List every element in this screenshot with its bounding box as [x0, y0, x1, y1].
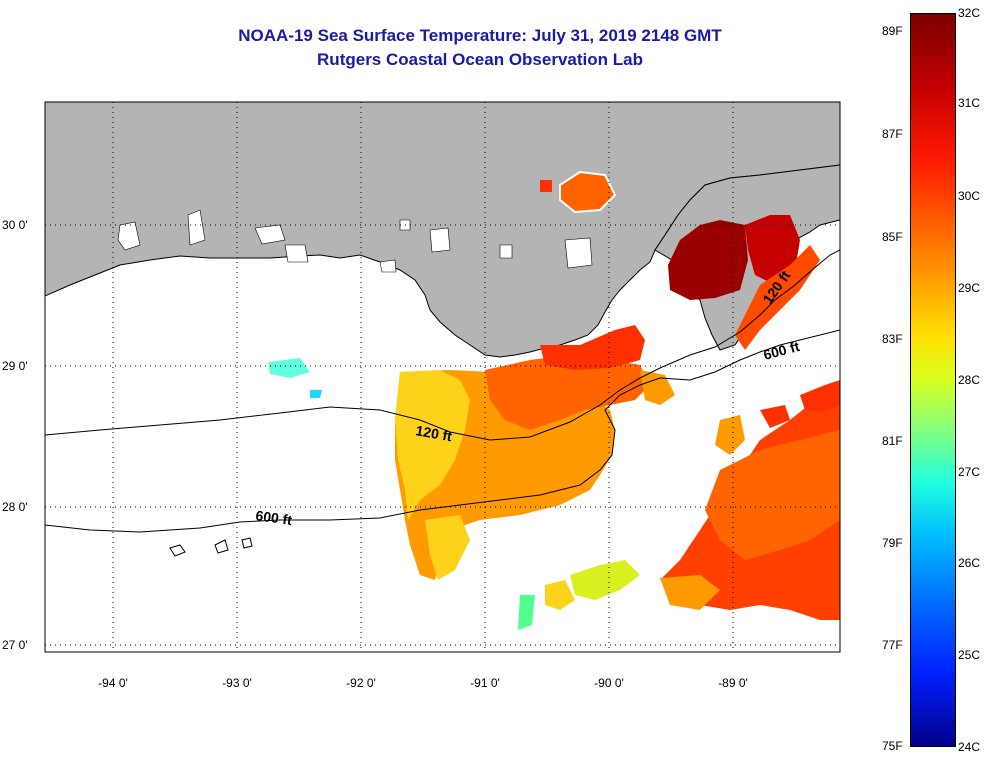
colorbar-c-29: 29C — [958, 281, 981, 295]
colorbar-f-77: 77F — [882, 638, 903, 652]
colorbar-c-30: 30C — [958, 189, 981, 203]
lat-label-28: 28 0' — [2, 500, 28, 514]
colorbar-f-79: 79F — [882, 536, 903, 550]
colorbar-c-28: 28C — [958, 373, 981, 387]
graticule — [45, 102, 840, 652]
colorbar-f-75: 75F — [882, 739, 903, 753]
lon-label-93: -93 0' — [222, 676, 252, 690]
lon-label-90: -90 0' — [594, 676, 624, 690]
colorbar-c-27: 27C — [958, 465, 981, 479]
colorbar-f-89: 89F — [882, 24, 903, 38]
colorbar-f-81: 81F — [882, 434, 903, 448]
lon-label-92: -92 0' — [346, 676, 376, 690]
lat-label-27: 27 0' — [2, 638, 28, 652]
colorbar-f-83: 83F — [882, 332, 903, 346]
contour-label-600ft-east: 600 ft — [762, 338, 802, 363]
contour-label-120ft: 120 ft — [414, 422, 453, 444]
colorbar-f-87: 87F — [882, 127, 903, 141]
colorbar-c-32: 32C — [958, 6, 981, 20]
lat-label-29: 29 0' — [2, 359, 28, 373]
lon-label-91: -91 0' — [470, 676, 500, 690]
colorbar-c-24: 24C — [958, 740, 981, 754]
sst-data — [268, 170, 840, 630]
lon-label-94: -94 0' — [98, 676, 128, 690]
chart-title: NOAA-19 Sea Surface Temperature: July 31… — [238, 26, 722, 45]
depth-contours — [45, 249, 840, 557]
contour-label-600ft: 600 ft — [255, 507, 294, 528]
lon-label-89: -89 0' — [718, 676, 748, 690]
colorbar-c-31: 31C — [958, 96, 981, 110]
colorbar-f-85: 85F — [882, 230, 903, 244]
chart-subtitle: Rutgers Coastal Ocean Observation Lab — [317, 50, 643, 69]
colorbar-c-25: 25C — [958, 648, 981, 662]
colorbar-c-26: 26C — [958, 556, 981, 570]
temperature-colorbar — [910, 13, 956, 747]
land-gaps — [117, 209, 593, 273]
map-frame — [44, 101, 841, 653]
lat-label-30: 30 0' — [2, 218, 28, 232]
